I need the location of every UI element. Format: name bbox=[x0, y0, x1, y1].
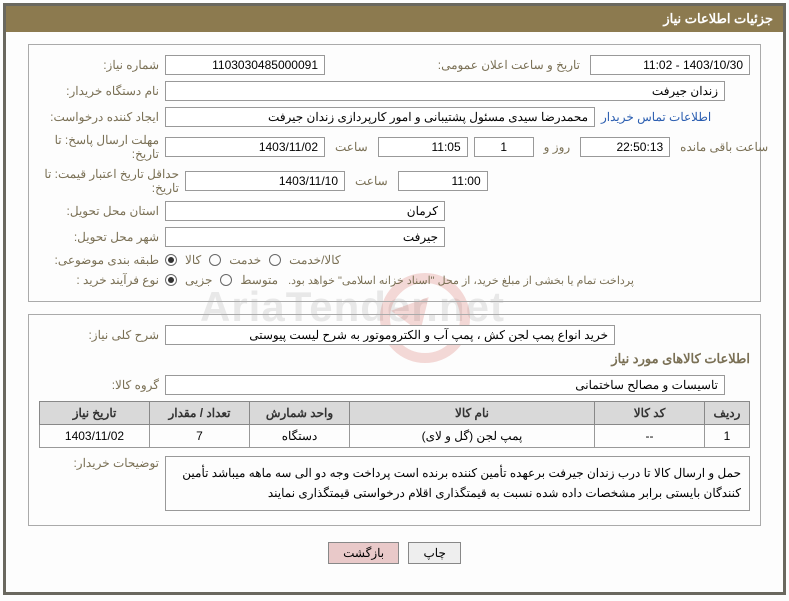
buyer-note-box: حمل و ارسال کالا تا درب زندان جیرفت برعه… bbox=[165, 456, 750, 511]
buyer-org-label: نام دستگاه خریدار: bbox=[39, 84, 159, 98]
province-label: استان محل تحویل: bbox=[39, 204, 159, 218]
radio-both-label: کالا/خدمت bbox=[285, 253, 344, 267]
th-row: ردیف bbox=[705, 402, 750, 425]
cell-code: -- bbox=[595, 425, 705, 448]
remaining-suffix: ساعت باقی مانده bbox=[676, 140, 772, 154]
deadline-date-field: 1403/11/02 bbox=[165, 137, 325, 157]
items-title: اطلاعات کالاهای مورد نیاز bbox=[39, 351, 750, 367]
general-desc-label: شرح کلی نیاز: bbox=[39, 328, 159, 342]
deadline-label: مهلت ارسال پاسخ: تا تاریخ: bbox=[39, 133, 159, 161]
city-label: شهر محل تحویل: bbox=[39, 230, 159, 244]
category-label: طبقه بندی موضوعی: bbox=[39, 253, 159, 267]
announce-label: تاریخ و ساعت اعلان عمومی: bbox=[434, 58, 584, 72]
general-desc-field: خرید انواع پمپ لجن کش ، پمپ آب و الکتروم… bbox=[165, 325, 615, 345]
city-field: جیرفت bbox=[165, 227, 445, 247]
time-label-1: ساعت bbox=[331, 140, 372, 154]
print-button[interactable]: چاپ bbox=[408, 542, 460, 564]
button-bar: چاپ بازگشت bbox=[6, 534, 783, 568]
requester-label: ایجاد کننده درخواست: bbox=[39, 110, 159, 124]
cell-date: 1403/11/02 bbox=[40, 425, 150, 448]
buyer-org-field: زندان جیرفت bbox=[165, 81, 725, 101]
group-field: تاسیسات و مصالح ساختمانی bbox=[165, 375, 725, 395]
items-table: ردیف کد کالا نام کالا واحد شمارش تعداد /… bbox=[39, 401, 750, 448]
radio-small-label: جزیی bbox=[181, 273, 216, 287]
th-name: نام کالا bbox=[350, 402, 595, 425]
th-qty: تعداد / مقدار bbox=[150, 402, 250, 425]
th-unit: واحد شمارش bbox=[250, 402, 350, 425]
info-section: شماره نیاز: 1103030485000091 تاریخ و ساع… bbox=[28, 44, 761, 302]
back-button[interactable]: بازگشت bbox=[328, 542, 399, 564]
cell-qty: 7 bbox=[150, 425, 250, 448]
province-field: کرمان bbox=[165, 201, 445, 221]
panel-header: جزئیات اطلاعات نیاز bbox=[6, 6, 783, 32]
min-valid-date-field: 1403/11/10 bbox=[185, 171, 345, 191]
need-number-field: 1103030485000091 bbox=[165, 55, 325, 75]
radio-goods[interactable] bbox=[165, 254, 177, 266]
min-valid-time-field: 11:00 bbox=[398, 171, 488, 191]
cell-name: پمپ لجن (گل و لای) bbox=[350, 425, 595, 448]
table-header-row: ردیف کد کالا نام کالا واحد شمارش تعداد /… bbox=[40, 402, 750, 425]
deadline-time-field: 11:05 bbox=[378, 137, 468, 157]
main-panel: جزئیات اطلاعات نیاز شماره نیاز: 11030304… bbox=[3, 3, 786, 595]
process-label: نوع فرآیند خرید : bbox=[39, 273, 159, 287]
time-label-2: ساعت bbox=[351, 174, 392, 188]
th-date: تاریخ نیاز bbox=[40, 402, 150, 425]
days-field: 1 bbox=[474, 137, 534, 157]
radio-service[interactable] bbox=[209, 254, 221, 266]
category-radios: کالا خدمت کالا/خدمت bbox=[165, 253, 345, 267]
requester-field: محمدرضا سیدی مسئول پشتیبانی و امور کارپر… bbox=[165, 107, 595, 127]
radio-service-label: خدمت bbox=[225, 253, 265, 267]
detail-section: شرح کلی نیاز: خرید انواع پمپ لجن کش ، پم… bbox=[28, 314, 761, 526]
table-row: 1 -- پمپ لجن (گل و لای) دستگاه 7 1403/11… bbox=[40, 425, 750, 448]
min-valid-label: حداقل تاریخ اعتبار قیمت: تا تاریخ: bbox=[39, 167, 179, 195]
group-label: گروه کالا: bbox=[39, 378, 159, 392]
radio-goods-label: کالا bbox=[181, 253, 205, 267]
radio-both[interactable] bbox=[269, 254, 281, 266]
radio-mid-label: متوسط bbox=[236, 273, 282, 287]
process-note: پرداخت تمام یا بخشی از مبلغ خرید، از محل… bbox=[288, 274, 654, 287]
cell-unit: دستگاه bbox=[250, 425, 350, 448]
buyer-note-label: توضیحات خریدار: bbox=[39, 456, 159, 470]
th-code: کد کالا bbox=[595, 402, 705, 425]
countdown-field: 22:50:13 bbox=[580, 137, 670, 157]
need-number-label: شماره نیاز: bbox=[39, 58, 159, 72]
days-suffix: روز و bbox=[540, 140, 575, 154]
radio-mid[interactable] bbox=[220, 274, 232, 286]
announce-field: 1403/10/30 - 11:02 bbox=[590, 55, 750, 75]
process-radios: جزیی متوسط bbox=[165, 273, 282, 287]
cell-idx: 1 bbox=[705, 425, 750, 448]
buyer-contact-link[interactable]: اطلاعات تماس خریدار bbox=[601, 110, 719, 124]
radio-small[interactable] bbox=[165, 274, 177, 286]
